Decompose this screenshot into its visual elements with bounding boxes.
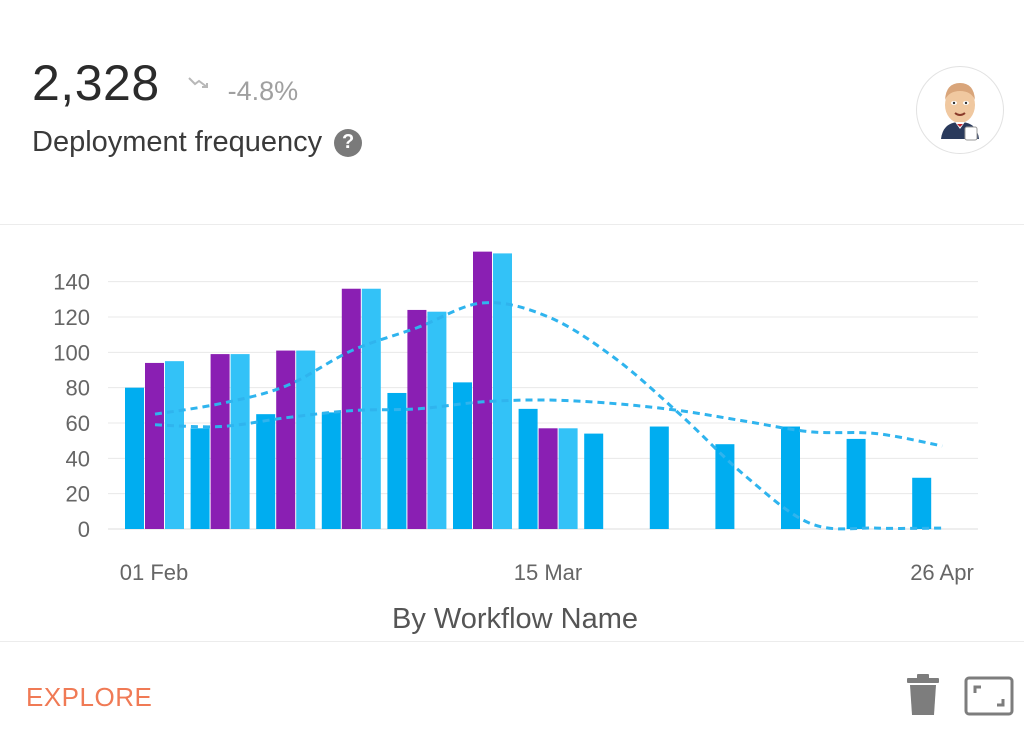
bar bbox=[190, 428, 210, 529]
bar bbox=[407, 309, 427, 529]
bar bbox=[453, 382, 472, 529]
trend-line bbox=[154, 301, 943, 531]
deployment-frequency-chart: 0 20 40 60 80 100 120 140 01 Feb 15 Mar 26 Apr By… bbox=[53, 251, 978, 635]
bar bbox=[649, 426, 669, 529]
bar bbox=[210, 354, 230, 529]
help-icon[interactable]: ? bbox=[334, 128, 363, 157]
y-tick-label: 80 bbox=[66, 376, 90, 401]
y-tick-label: 60 bbox=[66, 411, 90, 436]
x-axis-label: By Workflow Name bbox=[392, 603, 638, 635]
bar bbox=[558, 428, 578, 529]
top-divider bbox=[0, 224, 1024, 225]
bar bbox=[230, 354, 250, 529]
y-tick-label: 0 bbox=[78, 517, 90, 542]
jenkins-avatar[interactable] bbox=[916, 66, 1004, 154]
y-tick-label: 40 bbox=[66, 446, 90, 471]
bar bbox=[538, 428, 558, 529]
y-tick-label: 140 bbox=[53, 270, 90, 295]
chart-bars bbox=[125, 251, 932, 529]
bar bbox=[473, 251, 492, 529]
expand-icon[interactable] bbox=[964, 676, 1014, 716]
bar bbox=[296, 350, 316, 529]
metric-header: 2,328 -4.8% bbox=[32, 54, 298, 112]
metric-label: Deployment frequency bbox=[32, 126, 323, 158]
explore-link[interactable]: EXPLORE bbox=[26, 682, 153, 712]
chart-trend-lines bbox=[154, 301, 943, 531]
metric-change: -4.8% bbox=[227, 76, 299, 106]
trend-down-icon bbox=[187, 77, 208, 88]
bar bbox=[387, 392, 407, 529]
x-axis-ticks: 01 Feb 15 Mar 26 Apr bbox=[120, 560, 974, 585]
trash-icon[interactable] bbox=[906, 674, 940, 716]
y-tick-label: 100 bbox=[53, 340, 90, 365]
metric-value: 2,328 bbox=[32, 55, 160, 111]
bar bbox=[493, 253, 512, 529]
bar bbox=[341, 288, 361, 529]
metric-label-row: Deployment frequency ? bbox=[32, 126, 363, 159]
card-footer: EXPLORE bbox=[0, 642, 1024, 744]
x-tick-label: 01 Feb bbox=[120, 560, 189, 585]
bar bbox=[125, 387, 144, 529]
bar bbox=[427, 311, 447, 529]
bar bbox=[165, 361, 184, 529]
y-tick-label: 120 bbox=[53, 305, 90, 330]
bar bbox=[276, 350, 296, 529]
bar bbox=[145, 362, 164, 529]
x-tick-label: 26 Apr bbox=[910, 560, 974, 585]
y-axis-ticks: 0 20 40 60 80 100 120 140 bbox=[53, 270, 90, 542]
x-tick-label: 15 Mar bbox=[514, 560, 582, 585]
bar bbox=[715, 444, 735, 529]
bar bbox=[321, 412, 341, 529]
bar bbox=[781, 426, 800, 529]
bar bbox=[518, 408, 538, 529]
y-tick-label: 20 bbox=[66, 482, 90, 507]
bottom-divider bbox=[0, 641, 1024, 642]
bar bbox=[912, 477, 932, 529]
bar bbox=[256, 414, 276, 529]
bar bbox=[846, 438, 866, 529]
bar bbox=[584, 433, 604, 529]
jenkins-butler-icon bbox=[941, 83, 979, 141]
